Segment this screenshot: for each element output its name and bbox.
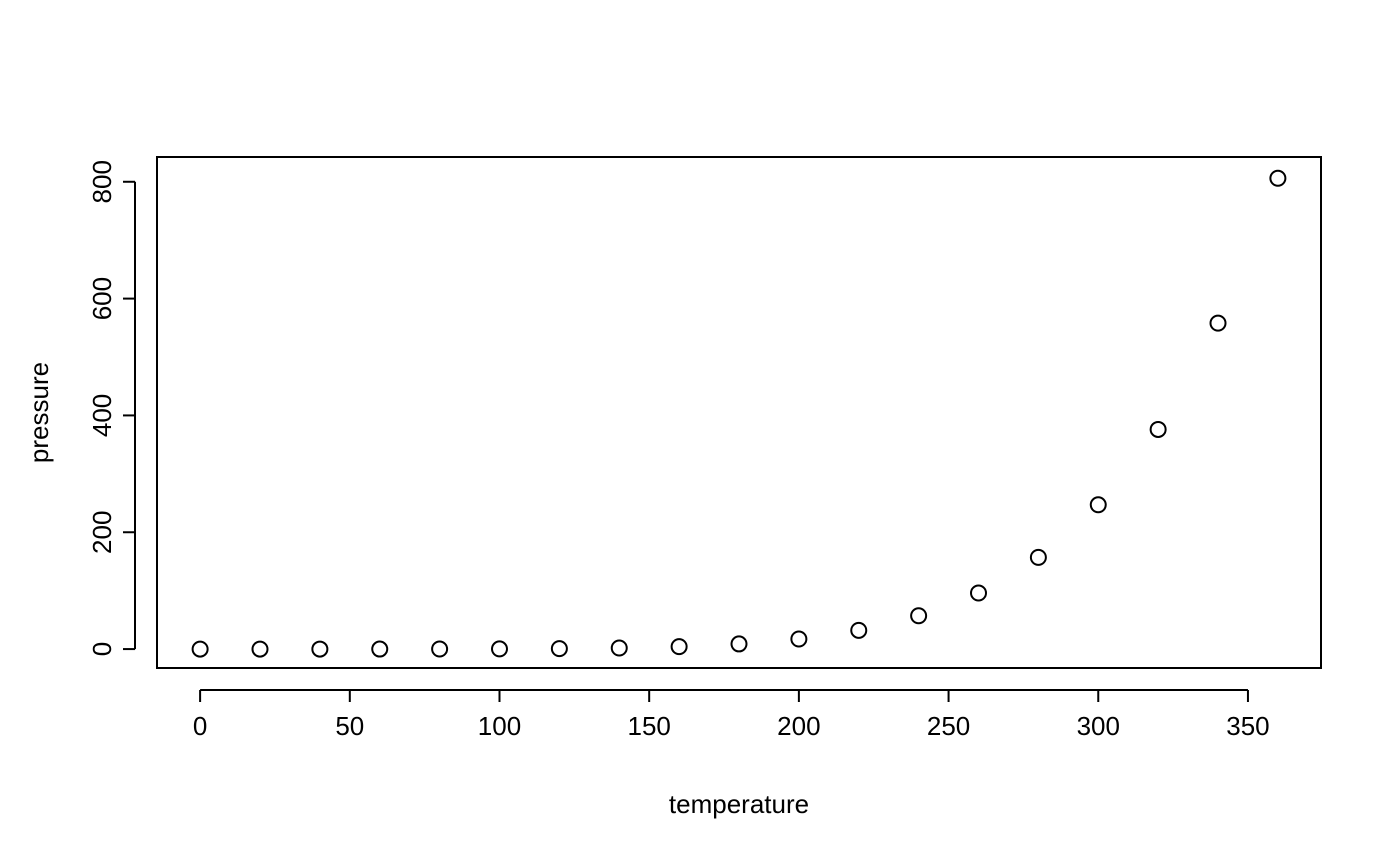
data-point	[311, 640, 329, 658]
x-axis-label: temperature	[669, 789, 809, 819]
data-point	[730, 635, 748, 653]
x-tick-label: 200	[777, 711, 820, 741]
data-point	[610, 639, 628, 657]
x-tick-label: 100	[478, 711, 521, 741]
data-point	[1029, 548, 1047, 566]
data-point	[550, 640, 568, 658]
data-point	[1269, 169, 1287, 187]
data-point	[970, 584, 988, 602]
data-point	[1149, 420, 1167, 438]
x-tick-label: 350	[1226, 711, 1269, 741]
x-tick-label: 150	[627, 711, 670, 741]
y-tick-label: 400	[87, 394, 117, 437]
data-point	[1209, 314, 1227, 332]
x-tick-label: 300	[1077, 711, 1120, 741]
data-point	[850, 621, 868, 639]
data-point	[251, 640, 269, 658]
x-axis: 0 50 100 150 200 250 300 350	[193, 689, 1270, 741]
data-point	[490, 640, 508, 658]
x-tick-label: 0	[193, 711, 207, 741]
data-point	[910, 607, 928, 625]
y-axis-label: pressure	[24, 362, 54, 463]
data-point	[670, 638, 688, 656]
y-tick-label: 800	[87, 160, 117, 203]
data-points	[191, 169, 1287, 658]
data-point	[371, 640, 389, 658]
y-tick-label: 600	[87, 277, 117, 320]
data-point	[191, 640, 209, 658]
y-tick-label: 0	[87, 642, 117, 656]
data-point	[790, 630, 808, 648]
x-tick-label: 50	[335, 711, 364, 741]
x-tick-label: 250	[927, 711, 970, 741]
plot-frame	[156, 156, 1322, 669]
data-point	[431, 640, 449, 658]
data-point	[1089, 496, 1107, 514]
y-axis: 0 200 400 600 800	[87, 160, 136, 656]
y-tick-label: 200	[87, 511, 117, 554]
